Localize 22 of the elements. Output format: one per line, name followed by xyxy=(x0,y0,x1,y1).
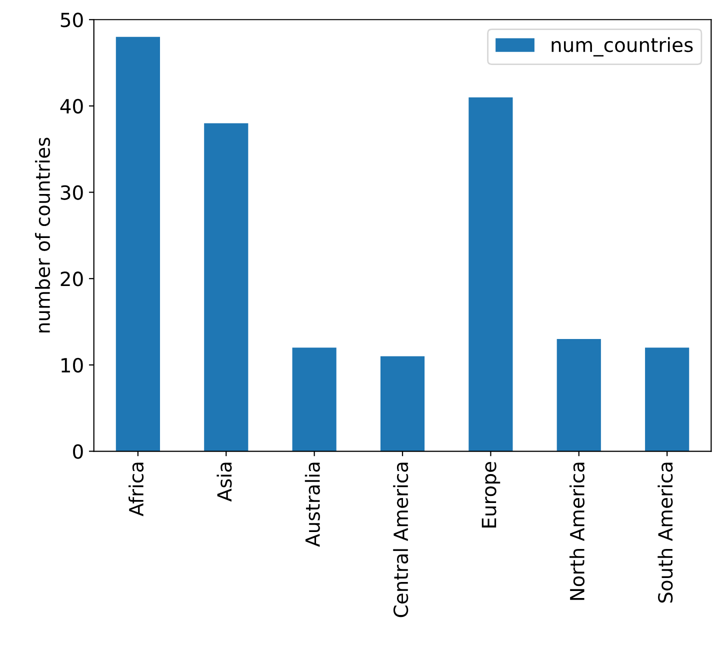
x-tick-label: South America xyxy=(658,462,673,603)
bar xyxy=(556,339,601,452)
y-tick-label: 40 xyxy=(60,98,83,114)
bar xyxy=(204,123,248,452)
bar xyxy=(116,36,160,452)
x-tick-label: North America xyxy=(569,462,585,600)
legend-label: num_countries xyxy=(552,37,693,56)
bar xyxy=(645,348,690,452)
x-tick-label: Asia xyxy=(216,462,232,502)
x-tick-label: Africa xyxy=(128,462,144,516)
x-tick-label: Australia xyxy=(304,462,320,547)
y-tick-label: 10 xyxy=(62,358,83,373)
y-tick-label: 50 xyxy=(60,12,83,28)
y-tick-label: 0 xyxy=(73,444,83,459)
y-tick-label: 30 xyxy=(60,185,83,200)
y-axis-title: number of countries xyxy=(35,138,50,332)
bar xyxy=(468,97,513,452)
bar xyxy=(380,356,425,452)
y-tick-label: 20 xyxy=(60,272,83,286)
x-tick-label: Central America xyxy=(393,462,408,618)
x-tick-label: Europe xyxy=(482,462,500,528)
bar xyxy=(292,348,336,452)
